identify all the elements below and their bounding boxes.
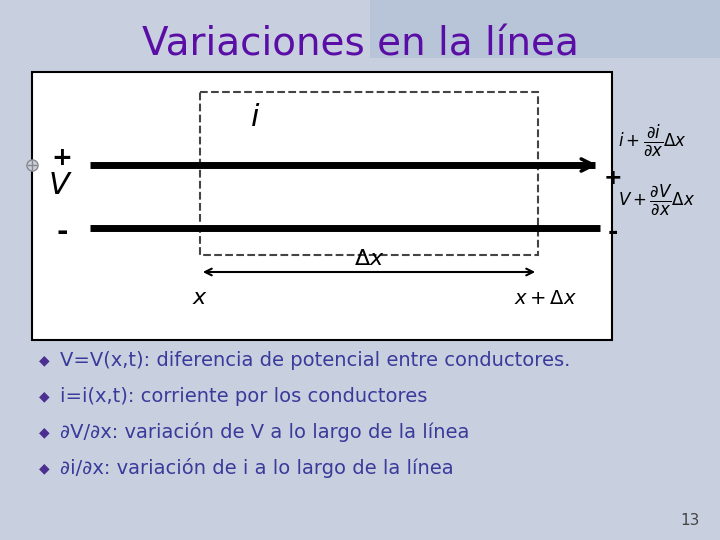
Text: V=V(x,t): diferencia de potencial entre conductores.: V=V(x,t): diferencia de potencial entre … <box>60 350 570 369</box>
Text: $V + \dfrac{\partial V}{\partial x}\Delta x$: $V + \dfrac{\partial V}{\partial x}\Delt… <box>618 183 696 217</box>
Text: -: - <box>608 220 618 244</box>
Text: $x$: $x$ <box>192 288 208 308</box>
Bar <box>370 0 720 58</box>
Text: +: + <box>603 168 622 188</box>
Text: 13: 13 <box>680 513 700 528</box>
Bar <box>32 72 612 340</box>
Text: $i$: $i$ <box>250 104 260 132</box>
Text: Variaciones en la línea: Variaciones en la línea <box>142 25 578 63</box>
Bar <box>200 92 538 255</box>
Text: ∂i/∂x: variación de i a lo largo de la línea: ∂i/∂x: variación de i a lo largo de la l… <box>60 458 454 478</box>
Text: +: + <box>52 146 73 170</box>
Text: $V$: $V$ <box>48 171 72 199</box>
Text: ◆: ◆ <box>39 461 49 475</box>
Text: ◆: ◆ <box>39 353 49 367</box>
Text: i=i(x,t): corriente por los conductores: i=i(x,t): corriente por los conductores <box>60 387 428 406</box>
Text: ∂V/∂x: variación de V a lo largo de la línea: ∂V/∂x: variación de V a lo largo de la l… <box>60 422 469 442</box>
Text: $\Delta x$: $\Delta x$ <box>354 249 384 269</box>
Text: $i + \dfrac{\partial i}{\partial x}\Delta x$: $i + \dfrac{\partial i}{\partial x}\Delt… <box>618 123 687 158</box>
Text: -: - <box>56 218 68 246</box>
Text: ◆: ◆ <box>39 389 49 403</box>
Text: $x + \Delta x$: $x + \Delta x$ <box>515 288 577 307</box>
Text: ◆: ◆ <box>39 425 49 439</box>
